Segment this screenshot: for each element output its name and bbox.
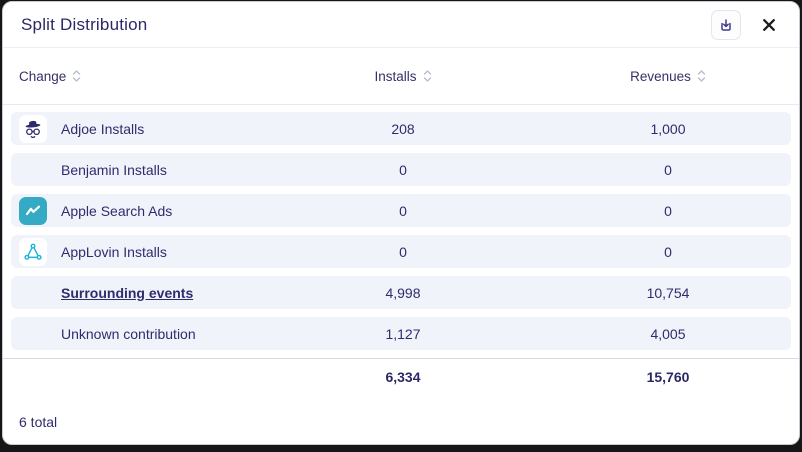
row-label: AppLovin Installs (61, 243, 167, 260)
sort-carets-icon (697, 68, 706, 84)
table-row: AppLovin Installs 0 0 (11, 235, 791, 268)
row-count-label: 6 total (19, 414, 58, 430)
change-cell: Unknown contribution (19, 320, 303, 348)
close-x-icon (761, 17, 777, 33)
pulse-line-chart-icon (19, 196, 47, 225)
surrounding-events-link[interactable]: Surrounding events (61, 284, 194, 301)
column-label: Installs (374, 68, 417, 84)
revenues-cell: 10,754 (646, 284, 690, 301)
adjoe-hat-glasses-icon (19, 114, 47, 143)
table-row: Adjoe Installs 208 1,000 (11, 112, 791, 145)
column-header-change[interactable]: Change (19, 68, 303, 84)
modal-footer: 6 total (3, 394, 799, 430)
table-column-headers: Change Installs Revenues (3, 48, 799, 105)
row-label: Adjoe Installs (61, 120, 145, 137)
table-row: Benjamin Installs 0 0 (11, 153, 791, 186)
revenues-cell: 4,005 (650, 325, 686, 342)
row-label: Benjamin Installs (61, 161, 167, 178)
change-cell: Adjoe Installs (19, 114, 303, 143)
column-header-revenues[interactable]: Revenues (563, 68, 773, 84)
empty-icon-slot (19, 279, 47, 307)
change-cell: Surrounding events (19, 279, 303, 307)
close-button[interactable] (757, 13, 781, 37)
totals-revenues: 15,760 (646, 368, 690, 385)
revenues-cell: 1,000 (650, 120, 686, 137)
download-tray-icon (718, 17, 734, 33)
download-button[interactable] (711, 9, 741, 40)
split-distribution-modal: Split Distribution Change (2, 1, 800, 445)
revenues-cell: 0 (664, 161, 672, 178)
empty-icon-slot (19, 156, 47, 184)
table-row: Apple Search Ads 0 0 (11, 194, 791, 227)
table-row: Unknown contribution 1,127 4,005 (11, 317, 791, 350)
modal-header: Split Distribution (3, 2, 799, 48)
table-body: Adjoe Installs 208 1,000 Benjamin Instal… (3, 105, 799, 350)
installs-cell: 0 (399, 243, 407, 260)
column-header-installs[interactable]: Installs (303, 68, 503, 84)
row-label: Unknown contribution (61, 325, 196, 342)
totals-row: 6,334 15,760 (3, 358, 799, 394)
empty-icon-slot (19, 320, 47, 348)
change-cell: Benjamin Installs (19, 156, 303, 184)
modal-title: Split Distribution (21, 14, 148, 34)
triangle-nodes-icon (19, 237, 47, 266)
sort-carets-icon (423, 68, 432, 84)
column-label: Change (19, 68, 67, 84)
revenues-cell: 0 (664, 202, 672, 219)
totals-installs: 6,334 (385, 368, 421, 385)
column-label: Revenues (630, 68, 691, 84)
change-cell: AppLovin Installs (19, 237, 303, 266)
installs-cell: 0 (399, 161, 407, 178)
change-cell: Apple Search Ads (19, 196, 303, 225)
installs-cell: 0 (399, 202, 407, 219)
installs-cell: 1,127 (385, 325, 421, 342)
installs-cell: 208 (391, 120, 415, 137)
installs-cell: 4,998 (385, 284, 421, 301)
revenues-cell: 0 (664, 243, 672, 260)
sort-carets-icon (72, 68, 81, 84)
row-label: Apple Search Ads (61, 202, 173, 219)
table-row: Surrounding events 4,998 10,754 (11, 276, 791, 309)
